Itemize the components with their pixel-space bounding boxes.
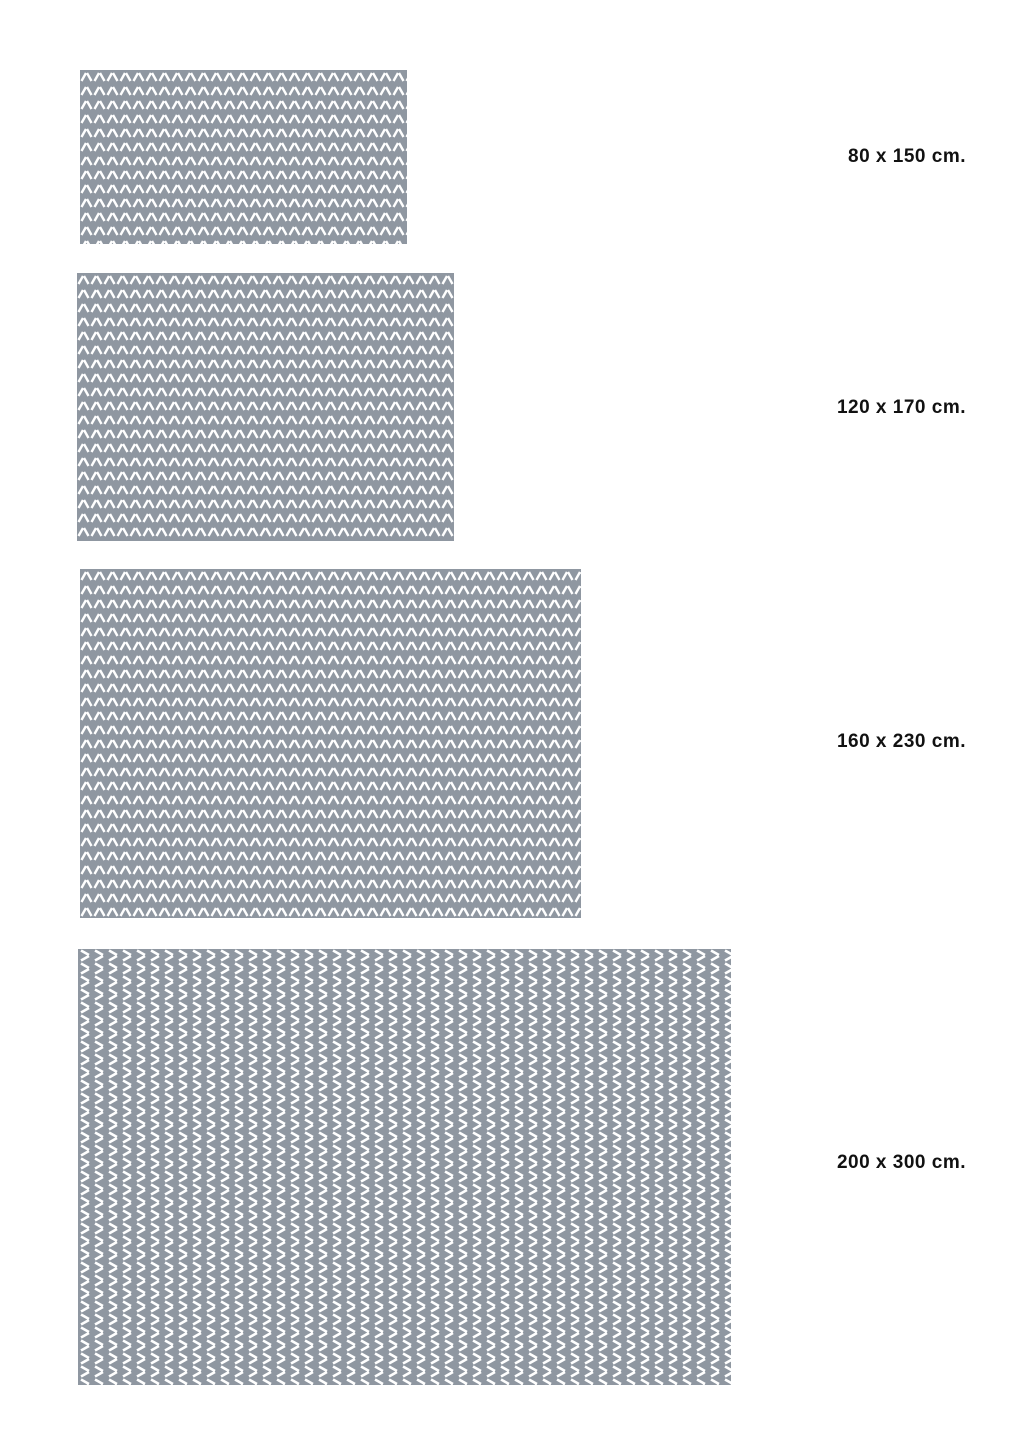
rug-image-large — [80, 569, 581, 918]
rug-image-medium — [77, 273, 454, 541]
size-label-medium: 120 x 170 cm. — [836, 397, 966, 418]
size-label-small: 80 x 150 cm. — [848, 146, 966, 167]
size-label-large: 160 x 230 cm. — [836, 731, 966, 752]
rug-image-small — [80, 70, 407, 244]
rug-image-xlarge — [78, 949, 731, 1385]
size-label-xlarge: 200 x 300 cm. — [836, 1152, 966, 1173]
